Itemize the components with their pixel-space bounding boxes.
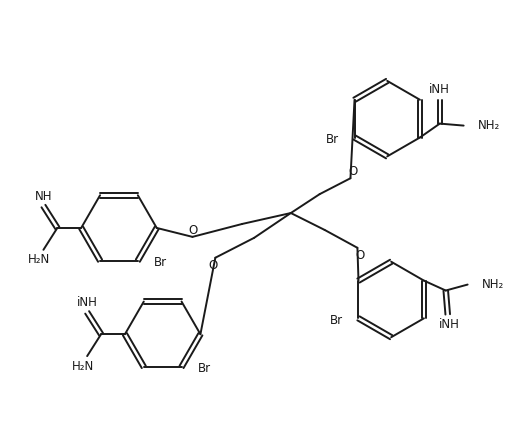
Text: iNH: iNH <box>429 83 450 96</box>
Text: iNH: iNH <box>77 296 97 309</box>
Text: Br: Br <box>154 256 167 269</box>
Text: O: O <box>349 165 358 178</box>
Text: O: O <box>356 249 365 262</box>
Text: O: O <box>209 259 218 272</box>
Text: Br: Br <box>197 362 211 375</box>
Text: NH₂: NH₂ <box>481 278 504 291</box>
Text: iNH: iNH <box>439 318 460 331</box>
Text: Br: Br <box>326 133 339 146</box>
Text: NH: NH <box>35 190 52 203</box>
Text: Br: Br <box>329 314 343 327</box>
Text: O: O <box>189 224 198 237</box>
Text: H₂N: H₂N <box>72 359 94 372</box>
Text: H₂N: H₂N <box>28 253 51 266</box>
Text: NH₂: NH₂ <box>478 119 500 132</box>
